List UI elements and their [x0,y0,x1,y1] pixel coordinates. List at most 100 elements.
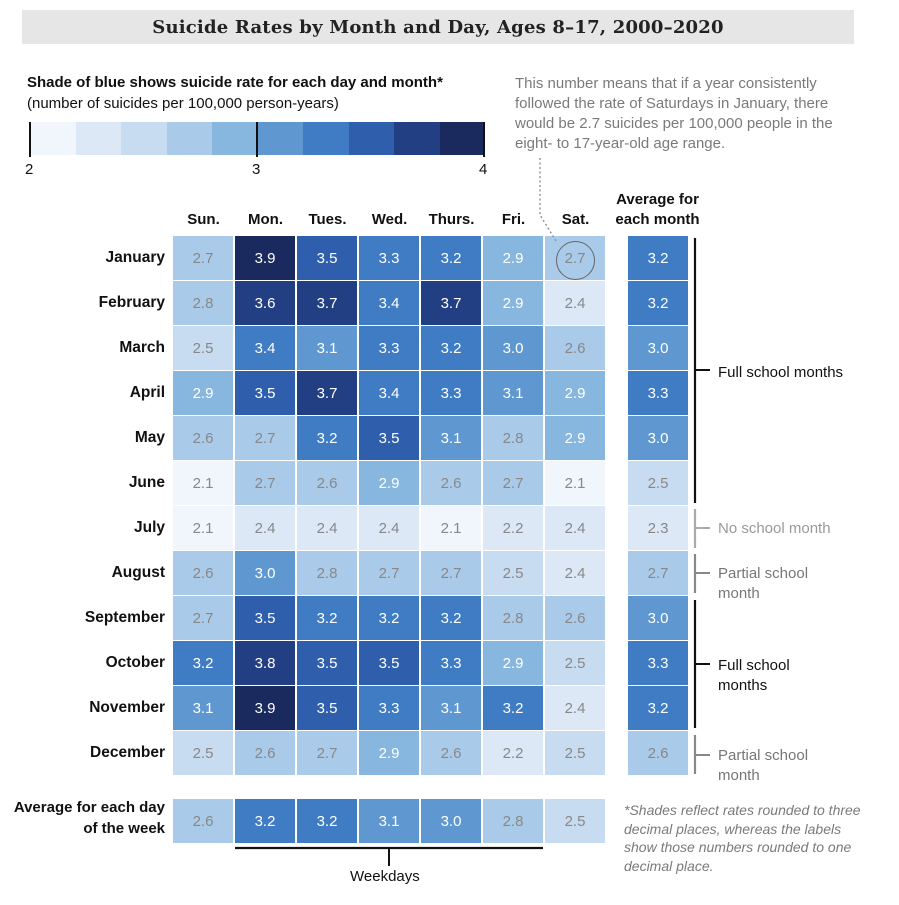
weekdays-label: Weekdays [350,868,420,885]
heatmap-cell: 2.4 [297,506,357,550]
day-average-cell: 2.5 [545,799,605,843]
row-label: June [128,474,165,491]
row-label: May [134,429,165,446]
legend-swatch [121,122,167,155]
avg-month-header: Average for each month [615,191,700,228]
heatmap-cell: 3.2 [421,596,481,640]
heatmap-cell: 2.1 [173,506,233,550]
row-label: August [111,564,165,581]
heatmap-cell: 3.5 [297,236,357,280]
heatmap-cell: 3.2 [421,236,481,280]
heatmap-cell: 3.1 [297,326,357,370]
legend-label-mid: 3 [252,161,261,178]
heatmap-cell: 3.2 [483,686,543,730]
heatmap-cell: 2.5 [173,326,233,370]
legend-tick-max [483,122,485,157]
legend-swatch [394,122,440,155]
month-average-cell: 2.7 [628,551,688,595]
heatmap-cell: 2.9 [483,236,543,280]
day-average-cell: 3.2 [235,799,295,843]
legend-swatch [439,122,485,155]
day-average-cell: 2.8 [483,799,543,843]
month-average-cell: 3.0 [628,326,688,370]
annotation-leader-line [539,158,557,242]
heatmap-cell: 3.3 [421,641,481,685]
row-label: September [84,609,165,626]
heatmap-cell: 3.4 [359,281,419,325]
column-header: Mon. [248,211,283,228]
heatmap-cell: 2.9 [483,281,543,325]
heatmap-cell: 2.5 [545,731,605,775]
heatmap-cell: 3.1 [421,416,481,460]
month-average-cell: 3.0 [628,596,688,640]
heatmap-cell: 2.9 [359,461,419,505]
heatmap-cell: 3.7 [421,281,481,325]
heatmap-cell: 2.9 [483,641,543,685]
heatmap-cell: 2.4 [545,506,605,550]
heatmap-cell: 3.2 [297,596,357,640]
legend-subtitle: (number of suicides per 100,000 person-y… [27,95,339,112]
column-header: Wed. [371,211,408,228]
month-average-cell: 2.5 [628,461,688,505]
heatmap-cell: 2.8 [173,281,233,325]
heatmap-cell: 2.9 [545,416,605,460]
row-label: March [119,339,165,356]
legend-label-max: 4 [479,161,488,178]
heatmap-cell: 2.7 [235,461,295,505]
bracket-label-full-1: Full school months [718,364,844,381]
heatmap-cell: 2.7 [359,551,419,595]
month-average-cell: 3.3 [628,371,688,415]
heatmap-cell: 2.7 [235,416,295,460]
heatmap-cell: 2.8 [297,551,357,595]
heatmap-cell: 3.5 [359,416,419,460]
heatmap-cell: 3.2 [297,416,357,460]
row-label: November [89,699,165,716]
row-label: December [90,744,165,761]
heatmap-cell: 2.6 [545,326,605,370]
heatmap-cell: 2.8 [483,596,543,640]
month-average-cell: 3.2 [628,686,688,730]
column-header: Sat. [561,211,590,228]
heatmap-cell: 3.1 [421,686,481,730]
heatmap-cell: 2.1 [173,461,233,505]
month-average-cell: 3.2 [628,281,688,325]
legend-label-min: 2 [25,161,34,178]
heatmap-cell: 2.5 [545,641,605,685]
highlight-circle [556,241,595,280]
bracket-label-full-2: Full school months [718,657,790,694]
legend-tick-min [29,122,31,157]
heatmap-cell: 2.6 [421,731,481,775]
row-label: April [129,384,165,401]
row-label: July [133,519,165,536]
bracket-label-no-school: No school month [718,520,831,537]
heatmap-cell: 2.6 [421,461,481,505]
heatmap-cell: 2.9 [173,371,233,415]
heatmap-cell: 2.5 [483,551,543,595]
heatmap-cell: 2.6 [545,596,605,640]
day-average-cell: 3.2 [297,799,357,843]
legend-title: Shade of blue shows suicide rate for eac… [27,74,443,91]
heatmap-cell: 2.7 [297,731,357,775]
heatmap-cell: 3.2 [173,641,233,685]
footnote: *Shades reflect rates rounded to three d… [624,802,861,874]
heatmap-cell: 2.8 [483,416,543,460]
heatmap-cell: 2.6 [173,551,233,595]
bracket-label-partial-1: Partial school month [718,565,809,602]
heatmap-cell: 3.3 [359,236,419,280]
heatmap-cell: 3.5 [235,596,295,640]
heatmap-cell: 2.2 [483,506,543,550]
heatmap-cell: 2.2 [483,731,543,775]
heatmap-cell: 3.5 [297,686,357,730]
legend-swatch [30,122,76,155]
column-header: Thurs. [428,211,475,228]
heatmap-cell: 2.9 [359,731,419,775]
legend-swatch [212,122,258,155]
heatmap-cell: 2.6 [297,461,357,505]
chart-title: Suicide Rates by Month and Day, Ages 8–1… [152,16,724,38]
heatmap-cell: 2.5 [173,731,233,775]
heatmap-cell: 3.5 [235,371,295,415]
heatmap-cell: 2.7 [421,551,481,595]
heatmap-cell: 2.4 [235,506,295,550]
heatmap-cell: 3.1 [173,686,233,730]
heatmap-cell: 3.3 [359,686,419,730]
